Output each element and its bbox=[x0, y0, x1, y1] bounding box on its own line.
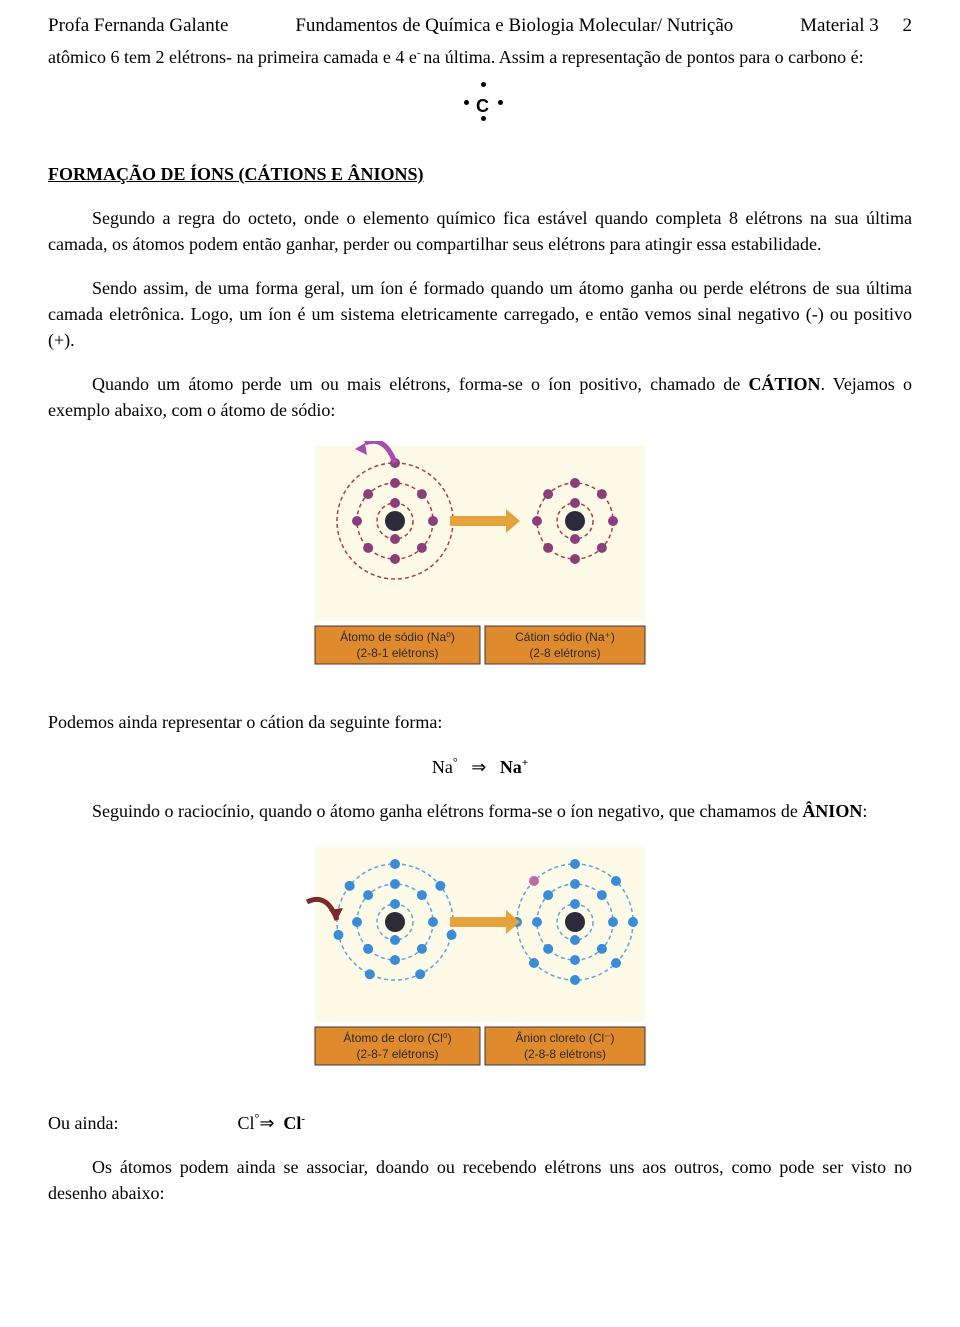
header-page-number: 2 bbox=[903, 15, 913, 36]
eq1-arrow: ⇒ bbox=[471, 757, 486, 777]
equation-1: Na° ⇒ Na+ bbox=[48, 754, 912, 780]
p5-b: : bbox=[862, 801, 867, 821]
lewis-structure: C bbox=[48, 76, 912, 139]
paragraph-5: Seguindo o raciocínio, quando o átomo ga… bbox=[48, 798, 912, 824]
eq1-lhs-sup: ° bbox=[453, 755, 458, 769]
intro-line2: pontos para o carbono é: bbox=[687, 47, 864, 67]
eq1-rhs: Na bbox=[500, 757, 522, 777]
paragraph-2: Sendo assim, de uma forma geral, um íon … bbox=[48, 275, 912, 353]
page-header: Profa Fernanda Galante Fundamentos de Qu… bbox=[48, 12, 912, 40]
eq1-lhs: Na bbox=[432, 757, 453, 777]
eq1-rhs-sup: + bbox=[522, 757, 528, 769]
lewis-dot bbox=[481, 82, 486, 87]
svg-text:(2-8 elétrons): (2-8 elétrons) bbox=[529, 646, 600, 660]
p5-a: Seguindo o raciocínio, quando o átomo ga… bbox=[92, 801, 802, 821]
intro-b: na última. Assim a representação de bbox=[423, 47, 682, 67]
paragraph-3: Quando um átomo perde um ou mais elétron… bbox=[48, 371, 912, 423]
eq2-lhs: Cl bbox=[237, 1113, 254, 1133]
eq2-rhs-sup: - bbox=[301, 1113, 305, 1125]
svg-text:(2-8-1 elétrons): (2-8-1 elétrons) bbox=[356, 646, 438, 660]
svg-text:Cátion sódio (Na⁺): Cátion sódio (Na⁺) bbox=[515, 630, 615, 644]
header-right: Material 3 2 bbox=[800, 12, 912, 40]
paragraph-7: Os átomos podem ainda se associar, doand… bbox=[48, 1154, 912, 1206]
lewis-dot bbox=[481, 116, 486, 121]
chlorine-figure: Átomo de cloro (Cl⁰) (2-8-7 elétrons) Ânio… bbox=[48, 842, 912, 1082]
intro-paragraph: atômico 6 tem 2 elétrons- na primeira ca… bbox=[48, 44, 912, 70]
eq2-arrow: ⇒ bbox=[259, 1113, 274, 1133]
lewis-dot bbox=[464, 100, 469, 105]
equation-2-line: Ou ainda: Cl°⇒ Cl- bbox=[48, 1110, 912, 1136]
svg-text:(2-8-7 elétrons): (2-8-7 elétrons) bbox=[356, 1047, 438, 1061]
svg-text:Átomo de sódio (Na⁰): Átomo de sódio (Na⁰) bbox=[340, 629, 455, 644]
section-heading: FORMAÇÃO DE ÍONS (CÁTIONS E ÂNIONS) bbox=[48, 161, 912, 187]
svg-text:Átomo de cloro (Cl⁰): Átomo de cloro (Cl⁰) bbox=[343, 1030, 451, 1045]
eq2-rhs: Cl bbox=[283, 1113, 301, 1133]
sodium-figure: Átomo de sódio (Na⁰) (2-8-1 elétrons) Cáti… bbox=[48, 441, 912, 681]
p3-bold: CÁTION bbox=[748, 374, 820, 394]
p3-a: Quando um átomo perde um ou mais elétron… bbox=[92, 374, 748, 394]
chlorine-diagram: Átomo de cloro (Cl⁰) (2-8-7 elétrons) Ânio… bbox=[265, 842, 695, 1082]
svg-text:(2-8-8 elétrons): (2-8-8 elétrons) bbox=[524, 1047, 606, 1061]
paragraph-4: Podemos ainda representar o cátion da se… bbox=[48, 709, 912, 735]
header-material: Material 3 bbox=[800, 15, 879, 36]
p5-bold: ÂNION bbox=[802, 801, 862, 821]
header-author: Profa Fernanda Galante bbox=[48, 12, 228, 40]
lewis-dot bbox=[498, 100, 503, 105]
eq2-label: Ou ainda: bbox=[48, 1113, 118, 1133]
page: Profa Fernanda Galante Fundamentos de Qu… bbox=[0, 0, 960, 1264]
svg-text:Ânion cloreto (Cl⁻): Ânion cloreto (Cl⁻) bbox=[515, 1030, 614, 1045]
sodium-diagram: Átomo de sódio (Na⁰) (2-8-1 elétrons) Cáti… bbox=[265, 441, 695, 681]
lewis-symbol: C bbox=[476, 93, 489, 119]
header-title: Fundamentos de Química e Biologia Molecu… bbox=[228, 12, 800, 40]
intro-a: atômico 6 tem 2 elétrons- na primeira ca… bbox=[48, 47, 417, 67]
paragraph-1: Segundo a regra do octeto, onde o elemen… bbox=[48, 205, 912, 257]
carbon-lewis: C bbox=[450, 76, 510, 132]
